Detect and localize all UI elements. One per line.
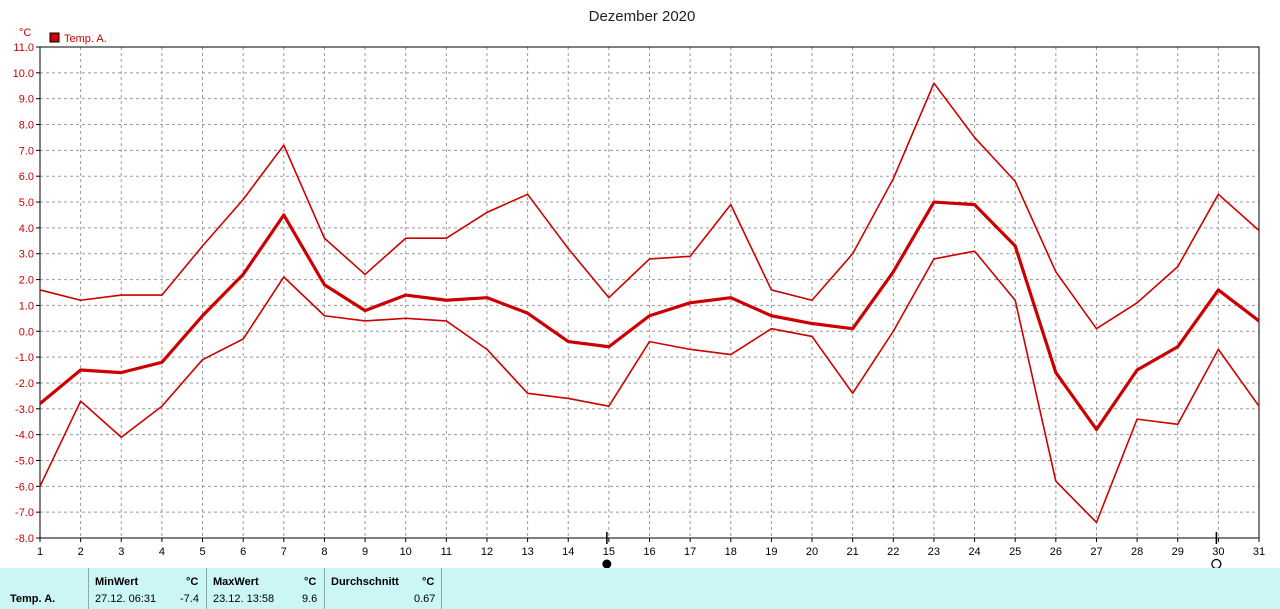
stats-series-cell: Temp. A. [0, 568, 88, 609]
stats-max-cell: MaxWert °C 23.12. 13:58 9.6 [206, 568, 324, 609]
y-tick-label: 11.0 [13, 42, 34, 54]
x-tick-label: 1 [37, 546, 43, 558]
legend-swatch [49, 32, 60, 43]
stats-min-cell: MinWert °C 27.12. 06:31 -7.4 [88, 568, 206, 609]
y-tick-label: -7.0 [15, 507, 34, 519]
avg-value: 0.67 [414, 593, 436, 605]
series-lines [38, 82, 1260, 524]
y-tick-label: 10.0 [13, 68, 34, 80]
moon-markers [602, 532, 1222, 568]
series-line-min [39, 250, 1260, 524]
x-tick-label: 16 [643, 546, 655, 558]
full-moon-icon [602, 559, 612, 568]
y-tick-label: -3.0 [15, 404, 34, 416]
x-tick-label: 29 [1172, 546, 1184, 558]
x-tick-label: 17 [684, 546, 696, 558]
y-tick-label: 1.0 [19, 300, 34, 312]
series-line-avg [38, 200, 1260, 432]
y-tick-label: 5.0 [19, 197, 34, 209]
avg-unit: °C [422, 576, 435, 588]
min-unit: °C [186, 576, 199, 588]
x-tick-label: 22 [887, 546, 899, 558]
y-tick-label: -8.0 [15, 533, 34, 545]
y-tick-label: 8.0 [19, 120, 34, 132]
y-tick-label: -2.0 [15, 378, 34, 390]
x-tick-label: 19 [765, 546, 777, 558]
legend-label: Temp. A. [64, 33, 107, 45]
x-tick-label: 5 [199, 546, 205, 558]
y-tick-label: -5.0 [15, 455, 34, 467]
y-tick-label: -4.0 [15, 430, 34, 442]
x-tick-label: 13 [521, 546, 533, 558]
statistics-bar: Temp. A. MinWert °C 27.12. 06:31 -7.4 Ma… [0, 568, 1280, 609]
x-tick-label: 23 [928, 546, 940, 558]
x-tick-label: 27 [1090, 546, 1102, 558]
max-value: 9.6 [302, 593, 318, 605]
y-tick-label: 9.0 [19, 94, 34, 106]
min-header: MinWert [95, 576, 139, 588]
x-tick-label: 4 [159, 546, 165, 558]
y-tick-label: 4.0 [19, 223, 34, 235]
x-axis: 1 2 3 4 5 6 7 8 9 10 11 12 13 14 15 16 17 18 19 20 21 22 23 24 2… [37, 538, 1265, 558]
y-tick-label: 2.0 [19, 275, 34, 287]
y-tick-label: 7.0 [19, 145, 34, 157]
x-tick-label: 21 [847, 546, 859, 558]
x-tick-label: 8 [321, 546, 327, 558]
grid [40, 47, 1259, 538]
x-tick-label: 14 [562, 546, 574, 558]
series-line-max [39, 82, 1260, 330]
x-tick-label: 30 [1212, 546, 1224, 558]
x-tick-label: 12 [481, 546, 493, 558]
stats-series-label: Temp. A. [10, 593, 56, 605]
chart-title: Dezember 2020 [589, 8, 696, 25]
min-value: -7.4 [180, 593, 199, 605]
temperature-chart: 11.0 10.0 9.0 8.0 7.0 6.0 5.0 4.0 3.0 2.0 1.0 0.0 -1… [13, 8, 1265, 568]
x-tick-label: 3 [118, 546, 124, 558]
x-tick-label: 24 [968, 546, 980, 558]
y-tick-label: -6.0 [15, 481, 34, 493]
x-tick-label: 25 [1009, 546, 1021, 558]
max-unit: °C [304, 576, 317, 588]
y-axis-unit: °C [19, 27, 31, 39]
y-tick-label: 0.0 [19, 326, 34, 338]
x-tick-label: 10 [400, 546, 412, 558]
x-tick-label: 15 [603, 546, 615, 558]
x-tick-label: 11 [441, 546, 452, 558]
max-time: 23.12. 13:58 [213, 593, 275, 605]
x-tick-label: 28 [1131, 546, 1143, 558]
x-tick-label: 26 [1050, 546, 1062, 558]
max-header: MaxWert [213, 576, 259, 588]
y-tick-label: -1.0 [15, 352, 34, 364]
y-axis: 11.0 10.0 9.0 8.0 7.0 6.0 5.0 4.0 3.0 2.0 1.0 0.0 -1… [13, 42, 40, 545]
x-tick-label: 6 [240, 546, 246, 558]
x-tick-label: 9 [362, 546, 368, 558]
avg-header: Durchschnitt [331, 576, 399, 588]
x-tick-label: 20 [806, 546, 818, 558]
x-tick-label: 2 [78, 546, 84, 558]
min-time: 27.12. 06:31 [95, 593, 157, 605]
y-tick-label: 6.0 [19, 171, 34, 183]
y-tick-label: 3.0 [19, 249, 34, 261]
x-tick-label: 7 [281, 546, 287, 558]
x-tick-label: 18 [725, 546, 737, 558]
stats-avg-cell: Durchschnitt °C 0.67 [324, 568, 442, 609]
new-moon-icon [1211, 558, 1222, 568]
x-tick-label: 31 [1253, 546, 1265, 558]
